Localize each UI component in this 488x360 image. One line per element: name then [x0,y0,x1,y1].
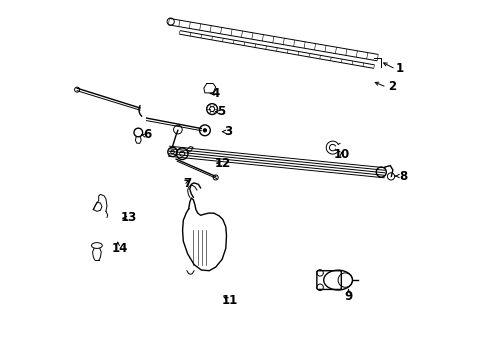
Text: 5: 5 [217,105,225,118]
Text: 14: 14 [112,242,128,255]
Text: 13: 13 [121,211,137,224]
Text: 6: 6 [143,129,151,141]
Text: 11: 11 [222,294,238,307]
Text: 4: 4 [211,87,220,100]
Text: 8: 8 [398,170,406,183]
Text: 1: 1 [394,62,403,75]
Text: 10: 10 [333,148,349,161]
Text: 9: 9 [344,291,352,303]
Text: 2: 2 [387,80,395,93]
Text: 7: 7 [183,177,191,190]
Text: 12: 12 [214,157,230,170]
Circle shape [203,128,206,132]
Text: 3: 3 [224,125,232,138]
